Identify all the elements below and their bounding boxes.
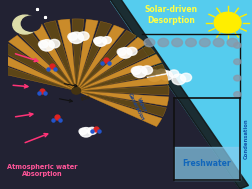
Wedge shape xyxy=(76,86,169,95)
Circle shape xyxy=(234,59,241,65)
Circle shape xyxy=(234,92,241,97)
Wedge shape xyxy=(0,62,76,91)
Circle shape xyxy=(132,66,147,77)
Circle shape xyxy=(117,48,126,55)
Wedge shape xyxy=(76,91,169,106)
Wedge shape xyxy=(76,91,162,127)
Wedge shape xyxy=(76,25,124,91)
Wedge shape xyxy=(0,52,76,91)
Circle shape xyxy=(79,128,87,134)
Circle shape xyxy=(144,38,155,47)
Text: Condensation: Condensation xyxy=(244,119,249,159)
Circle shape xyxy=(68,33,77,40)
Polygon shape xyxy=(110,0,252,189)
Wedge shape xyxy=(76,64,166,91)
Circle shape xyxy=(234,43,241,48)
Circle shape xyxy=(39,41,48,48)
Wedge shape xyxy=(76,21,112,91)
Wedge shape xyxy=(58,19,76,91)
Polygon shape xyxy=(110,0,248,189)
Circle shape xyxy=(172,74,186,85)
Wedge shape xyxy=(76,54,162,91)
Circle shape xyxy=(181,73,192,82)
Polygon shape xyxy=(8,0,252,189)
Circle shape xyxy=(102,37,111,44)
Circle shape xyxy=(147,70,162,81)
Wedge shape xyxy=(76,75,169,91)
Circle shape xyxy=(80,128,92,137)
Text: flow: flow xyxy=(80,94,92,102)
Circle shape xyxy=(161,71,173,80)
Circle shape xyxy=(227,38,238,47)
Wedge shape xyxy=(76,45,155,91)
Circle shape xyxy=(127,47,137,55)
Text: Vapor
Generation: Vapor Generation xyxy=(127,90,150,122)
Circle shape xyxy=(118,48,132,58)
Wedge shape xyxy=(76,91,166,117)
Circle shape xyxy=(156,69,168,78)
Circle shape xyxy=(78,32,89,40)
Circle shape xyxy=(234,75,241,81)
Polygon shape xyxy=(174,147,240,180)
Wedge shape xyxy=(76,19,98,91)
Wedge shape xyxy=(19,29,76,91)
Text: Solar-driven
Desorption: Solar-driven Desorption xyxy=(145,5,198,25)
Wedge shape xyxy=(9,35,76,91)
Circle shape xyxy=(13,15,37,34)
Circle shape xyxy=(169,70,179,77)
Wedge shape xyxy=(76,37,146,91)
Circle shape xyxy=(72,87,81,94)
Circle shape xyxy=(94,38,102,44)
Wedge shape xyxy=(31,24,76,91)
Circle shape xyxy=(49,40,60,48)
Circle shape xyxy=(131,67,141,74)
Circle shape xyxy=(21,16,41,31)
Circle shape xyxy=(214,12,241,33)
Wedge shape xyxy=(44,21,76,91)
Circle shape xyxy=(213,38,224,47)
Circle shape xyxy=(142,66,152,74)
Circle shape xyxy=(94,37,107,46)
Text: Atmospheric water
Absorption: Atmospheric water Absorption xyxy=(7,164,77,177)
Circle shape xyxy=(87,127,97,134)
Circle shape xyxy=(158,38,169,47)
Circle shape xyxy=(40,40,54,51)
Text: Freshwater: Freshwater xyxy=(182,159,231,168)
Circle shape xyxy=(69,32,84,43)
Circle shape xyxy=(186,38,196,47)
Wedge shape xyxy=(72,19,84,91)
Wedge shape xyxy=(0,43,76,91)
Wedge shape xyxy=(76,30,136,91)
Circle shape xyxy=(172,38,182,47)
Circle shape xyxy=(199,38,210,47)
